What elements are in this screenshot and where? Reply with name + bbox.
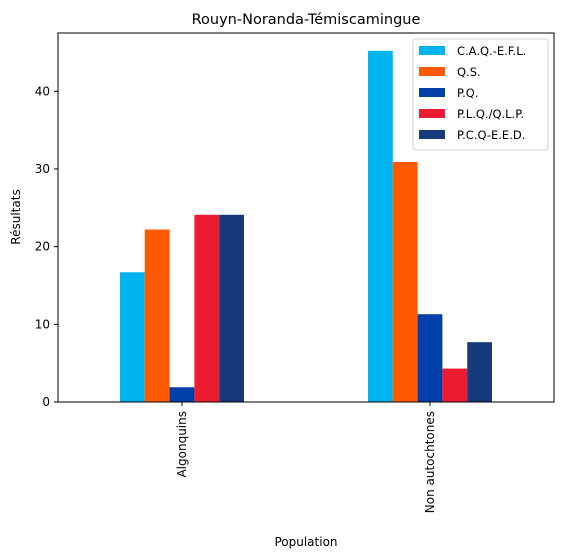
y-axis-label: Résultats [9, 189, 23, 244]
bar [194, 214, 220, 402]
legend-swatch [419, 46, 445, 55]
legend-swatch [419, 67, 445, 76]
plot-area: 0 10 20 30 40 Algonquins Non autochtones [35, 50, 492, 513]
bar [120, 272, 145, 402]
y-tick-label: 0 [42, 395, 50, 409]
legend-swatch [419, 88, 445, 97]
bar [417, 314, 443, 402]
bar [467, 342, 492, 402]
legend-entry: P.Q. [457, 86, 479, 100]
legend-swatch [419, 130, 445, 139]
bar [442, 368, 468, 402]
legend-entry: P.L.Q./Q.L.P. [457, 107, 524, 121]
legend-entry: P.C.Q-E.E.D. [457, 128, 525, 142]
x-tick-label: Algonquins [175, 411, 189, 478]
x-tick-label: Non autochtones [423, 411, 437, 513]
bar [368, 50, 393, 402]
legend-swatch [419, 109, 445, 118]
y-tick-label: 10 [35, 317, 50, 331]
legend: C.A.Q.-E.F.L. Q.S. P.Q. P.L.Q./Q.L.P. P.C.Q-… [412, 38, 549, 151]
legend-entry: Q.S. [457, 65, 481, 79]
bar [144, 229, 170, 402]
bar [219, 214, 244, 402]
y-tick-label: 20 [35, 240, 50, 254]
plot-frame [57, 32, 555, 403]
chart-title: Rouyn-Noranda-Témiscamingue [192, 12, 421, 28]
x-axis-label: Population [274, 535, 337, 549]
legend-entry: C.A.Q.-E.F.L. [457, 44, 526, 58]
legend-box [412, 38, 549, 151]
y-tick-label: 30 [35, 162, 50, 176]
y-tick-label: 40 [35, 84, 50, 98]
bar [392, 161, 418, 402]
bar [169, 387, 195, 402]
